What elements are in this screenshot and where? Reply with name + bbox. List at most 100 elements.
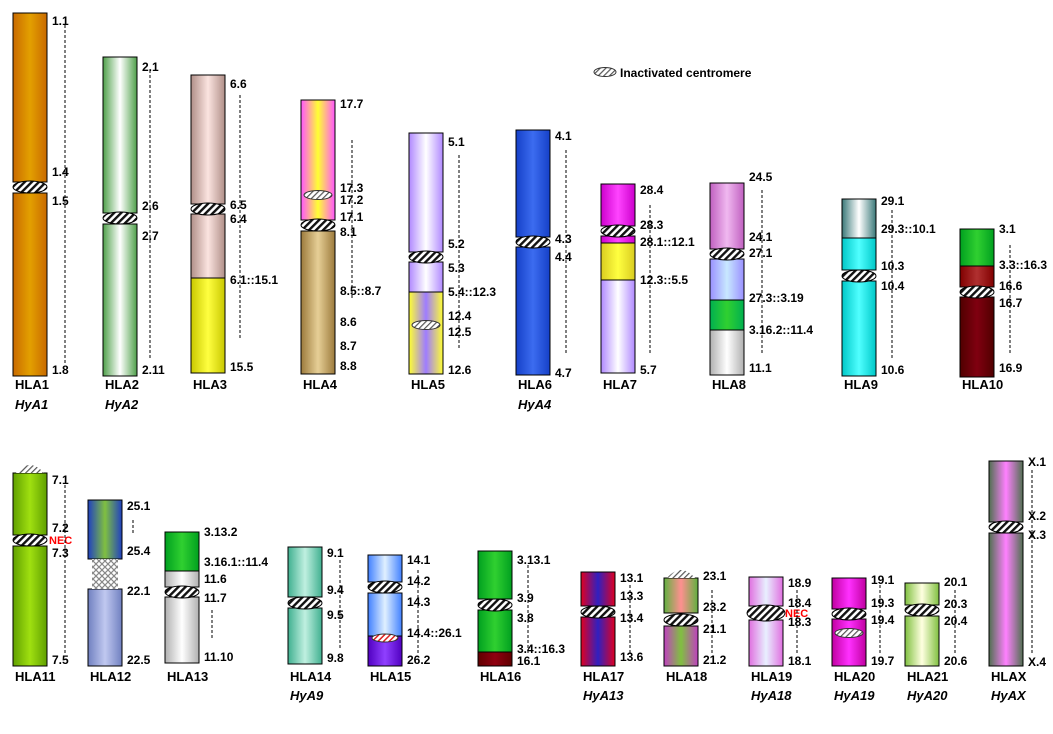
homolog-name: HyA18 <box>751 688 792 703</box>
band-label: 3.16.2::11.4 <box>749 323 813 337</box>
chromosome-hla17: 13.1 13.3 13.4 13.6 HLA17 HyA13 <box>580 571 644 703</box>
chromosome-name: HLA2 <box>105 377 139 392</box>
chromosome-segment <box>477 651 513 667</box>
legend: Inactivated centromere <box>593 66 752 80</box>
band-label: 10.6 <box>881 363 905 377</box>
chromosome-segment <box>12 472 48 536</box>
centromere <box>164 585 200 599</box>
legend-inactivated-centromere-icon <box>593 67 617 77</box>
chromosome-name: HLA14 <box>290 669 332 684</box>
nec-label: NEC <box>785 608 808 620</box>
band-label: 24.1 <box>749 230 773 244</box>
band-label: 4.1 <box>555 129 572 143</box>
band-label: 17.7 <box>340 97 364 111</box>
chromosome-segment <box>287 546 323 598</box>
band-label: 28.3 <box>640 218 664 232</box>
band-label: 14.3 <box>407 595 431 609</box>
band-label: 3.1 <box>999 222 1016 236</box>
band-label: 20.6 <box>944 654 968 668</box>
centromere <box>12 180 48 194</box>
chromosome-name: HLA18 <box>666 669 707 684</box>
band-label: 14.1 <box>407 553 431 567</box>
homolog-name: HyA13 <box>583 688 624 703</box>
homolog-name: HyA19 <box>834 688 875 703</box>
centromere <box>367 580 403 594</box>
band-label: 2.1 <box>142 60 159 74</box>
band-label: 18.4 <box>788 596 812 610</box>
band-label: 22.5 <box>127 653 151 667</box>
chromosome-segment <box>477 550 513 600</box>
band-label: 6.1::15.1 <box>230 273 278 287</box>
band-label: 16.6 <box>999 279 1023 293</box>
chromosome-name: HLA20 <box>834 669 875 684</box>
centromere <box>12 533 48 547</box>
band-label: 17.3 <box>340 181 364 195</box>
band-label: 1.5 <box>52 194 69 208</box>
band-label: 1.1 <box>52 14 69 28</box>
band-label: 5.2 <box>448 237 465 251</box>
band-label: 18.3 <box>788 615 812 629</box>
band-label: 7.1 <box>52 473 69 487</box>
chromosome-name: HLA11 <box>15 669 55 684</box>
band-label: 13.6 <box>620 650 644 664</box>
chromosome-name: HLA10 <box>962 377 1003 392</box>
band-label: 25.1 <box>127 499 151 513</box>
chromosome-name: HLA6 <box>518 377 552 392</box>
band-label: 16.9 <box>999 361 1023 375</box>
centromere <box>709 247 745 261</box>
chromosome-segment <box>904 615 940 667</box>
homolog-name: HyA20 <box>907 688 948 703</box>
chromosome-segment <box>580 616 616 667</box>
band-label: 4.7 <box>555 366 572 380</box>
band-label: 20.4 <box>944 614 968 628</box>
centromere <box>988 520 1024 534</box>
band-label: 11.7 <box>204 591 227 605</box>
chromosome-segment <box>748 576 784 607</box>
centromere <box>190 202 226 216</box>
band-label: 25.4 <box>127 544 151 558</box>
band-label: 13.1 <box>620 571 644 585</box>
inactivated-centromere <box>371 633 399 643</box>
band-label: 7.5 <box>52 653 69 667</box>
nec-label: NEC <box>49 535 72 547</box>
band-label: X.1 <box>1028 455 1046 469</box>
band-label: 9.1 <box>327 546 344 560</box>
homolog-name: HyA2 <box>105 397 139 412</box>
chromosome-segment <box>841 237 877 271</box>
band-label: 2.6 <box>142 199 159 213</box>
band-label: 28.1::12.1 <box>640 235 695 249</box>
band-label: 9.5 <box>327 608 344 622</box>
band-label: 29.3::10.1 <box>881 222 936 236</box>
chromosome-segment <box>709 182 745 250</box>
band-label: 4.4 <box>555 250 572 264</box>
chromosome-name: HLA21 <box>907 669 948 684</box>
chromosome-name: HLA4 <box>303 377 338 392</box>
chromosome-segment <box>164 531 200 572</box>
band-label: 19.1 <box>871 573 895 587</box>
chromosome-hla14: 9.1 9.4 9.5 9.8 HLA14 HyA9 <box>287 546 344 703</box>
chromosome-segment <box>408 261 444 293</box>
chromosome-name: HLA3 <box>193 377 227 392</box>
band-label: 16.1 <box>517 654 541 668</box>
centromere <box>841 269 877 283</box>
band-label: 5.3 <box>448 261 465 275</box>
band-label: 21.2 <box>703 653 727 667</box>
band-label: 5.4::12.3 <box>448 285 496 299</box>
band-label: 22.1 <box>127 584 151 598</box>
band-label: 13.3 <box>620 589 644 603</box>
band-label: 1.8 <box>52 363 69 377</box>
chromosome-segment <box>408 132 444 253</box>
